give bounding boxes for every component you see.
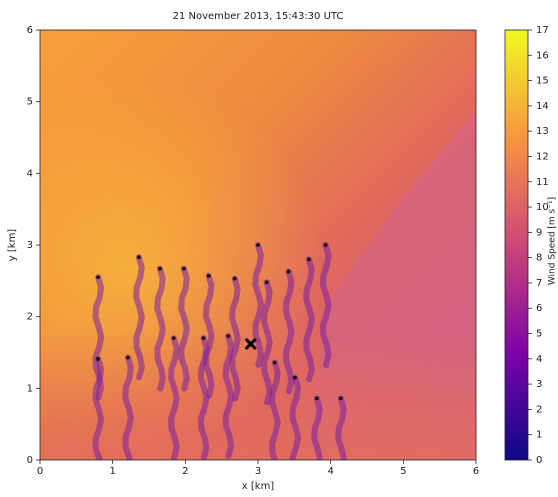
marker-x bbox=[244, 337, 257, 350]
y-tick-label: 2 bbox=[27, 312, 33, 323]
wake bbox=[335, 395, 347, 460]
turbine-point bbox=[158, 266, 162, 271]
turbine-point bbox=[126, 355, 130, 360]
y-tick-label: 0 bbox=[27, 455, 33, 466]
turbine-point bbox=[206, 274, 211, 278]
colorbar-tick-label: 0 bbox=[536, 455, 542, 466]
wake bbox=[261, 279, 273, 406]
colorbar-tick-label: 8 bbox=[536, 253, 542, 264]
turbine-point bbox=[293, 375, 297, 380]
turbine-point bbox=[307, 257, 311, 262]
turbine-point bbox=[272, 360, 277, 365]
x-tick-label: 6 bbox=[473, 466, 479, 477]
y-tick-label: 5 bbox=[27, 97, 33, 108]
x-axis-label: x [km] bbox=[242, 481, 275, 492]
turbine-point bbox=[96, 357, 100, 361]
wake bbox=[197, 335, 210, 460]
x-tick-label: 2 bbox=[182, 466, 188, 477]
wake bbox=[269, 359, 281, 460]
colorbar-tick-label: 10 bbox=[536, 202, 549, 213]
wake bbox=[168, 335, 180, 460]
colorbar-tick-label: 9 bbox=[536, 227, 542, 238]
turbine-point bbox=[315, 396, 319, 401]
wake bbox=[289, 374, 302, 460]
turbine-point bbox=[256, 243, 260, 247]
turbine-point bbox=[339, 396, 343, 401]
wake bbox=[178, 265, 190, 392]
marker-x-stroke bbox=[244, 337, 257, 350]
colorbar-tick-label: 7 bbox=[536, 278, 542, 289]
colorbar-tick-label: 4 bbox=[536, 354, 542, 365]
colorbar-tick-label: 5 bbox=[536, 329, 542, 340]
colorbar bbox=[504, 29, 529, 461]
colorbar-label: Wind Speed [m s⁻¹] bbox=[548, 197, 558, 285]
wake bbox=[92, 355, 105, 460]
turbine-point bbox=[286, 269, 291, 274]
colorbar-tick-label: 11 bbox=[536, 177, 549, 188]
x-tick-label: 5 bbox=[400, 466, 406, 477]
wake bbox=[229, 275, 241, 402]
x-tick-label: 1 bbox=[109, 466, 115, 477]
turbine-point bbox=[323, 243, 328, 247]
wake bbox=[222, 333, 235, 460]
wake bbox=[122, 354, 134, 460]
turbine-point bbox=[96, 275, 100, 280]
colorbar-tick-label: 3 bbox=[536, 379, 542, 390]
colorbar-tick-label: 2 bbox=[536, 404, 542, 415]
chart-title: 21 November 2013, 15:43:30 UTC bbox=[173, 11, 344, 22]
colorbar-tick-label: 16 bbox=[536, 50, 549, 61]
colorbar-tick-label: 1 bbox=[536, 430, 542, 441]
y-tick-label: 6 bbox=[27, 25, 33, 36]
turbine-point bbox=[137, 255, 141, 259]
x-tick-label: 4 bbox=[327, 466, 333, 477]
colorbar-tick-label: 13 bbox=[536, 126, 549, 137]
turbine-point bbox=[201, 336, 206, 340]
wake bbox=[303, 256, 315, 383]
turbine-point bbox=[182, 266, 186, 271]
wake bbox=[252, 242, 265, 368]
colorbar-tick-label: 6 bbox=[536, 303, 542, 314]
turbine-point bbox=[171, 336, 176, 340]
wake bbox=[202, 272, 215, 399]
colorbar-tick-label: 12 bbox=[536, 151, 549, 162]
wake bbox=[311, 395, 323, 460]
y-axis-label: y [km] bbox=[7, 229, 18, 262]
colorbar-tick-label: 17 bbox=[536, 25, 549, 36]
x-tick-label: 3 bbox=[255, 466, 261, 477]
wake bbox=[319, 242, 332, 368]
wake bbox=[133, 254, 145, 381]
colorbar-tick-label: 15 bbox=[536, 76, 549, 87]
y-tick-label: 1 bbox=[27, 383, 33, 394]
wake bbox=[282, 268, 295, 395]
x-tick-label: 0 bbox=[37, 466, 43, 477]
wake bbox=[154, 265, 166, 392]
turbine-point bbox=[232, 276, 237, 281]
y-tick-label: 3 bbox=[27, 240, 33, 251]
y-tick-label: 4 bbox=[27, 168, 33, 179]
turbine-point bbox=[226, 334, 231, 338]
turbine-point bbox=[264, 280, 269, 285]
wakes bbox=[92, 242, 347, 460]
colorbar-tick-label: 14 bbox=[536, 101, 549, 112]
